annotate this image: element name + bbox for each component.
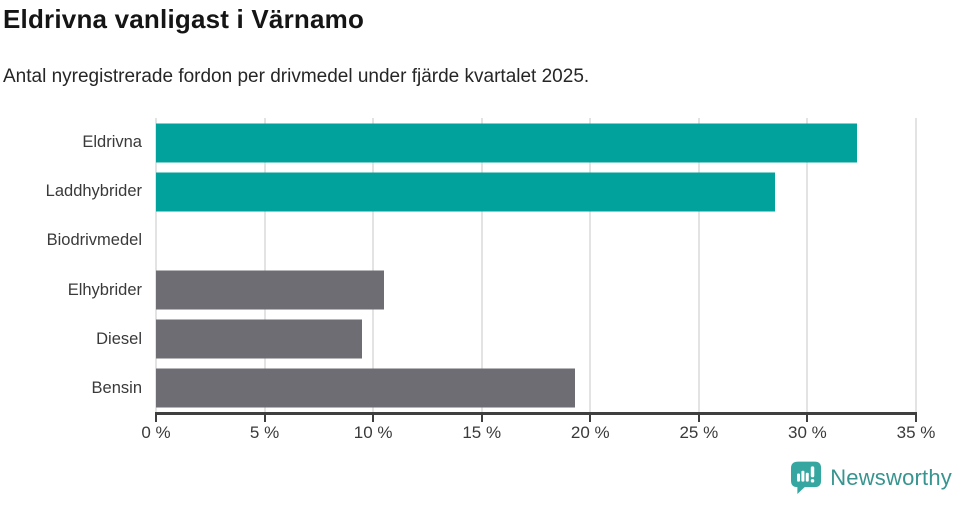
chart-subtitle: Antal nyregistrerade fordon per drivmede… <box>3 66 590 87</box>
x-axis-tick-label: 10 % <box>353 423 393 442</box>
bar-chart-plot-area: Eldrivna Laddhybrider Biodrivmedel Elhybrid… <box>46 118 917 413</box>
x-axis-tick-label: 25 % <box>679 423 719 442</box>
category-label: Laddhybrider <box>45 182 142 201</box>
gridline-10 <box>372 118 375 413</box>
bar-row: Elhybrider <box>68 265 916 314</box>
gridline-5 <box>263 118 266 413</box>
category-label: Biodrivmedel <box>46 231 142 250</box>
gridline-35 <box>915 118 917 413</box>
category-label: Bensin <box>91 378 142 397</box>
x-axis-tick <box>806 415 809 422</box>
x-axis-tick <box>372 415 375 422</box>
gridline-25 <box>697 118 700 413</box>
x-axis-tick <box>263 415 266 422</box>
bar-row: Bensin <box>92 364 916 413</box>
x-axis-tick-label: 15 % <box>462 423 502 442</box>
chart-title: Eldrivna vanligast i Värnamo <box>3 4 365 34</box>
newsworthy-chart-bubble-icon <box>791 461 822 495</box>
bar-row: Laddhybrider <box>46 167 916 216</box>
x-axis-tick-label: 5 % <box>249 423 280 442</box>
gridline-0 <box>155 118 157 413</box>
category-label: Elhybrider <box>67 280 142 299</box>
x-axis-tick <box>697 415 700 422</box>
x-axis-tick-label: 20 % <box>570 423 610 442</box>
x-axis-tick <box>915 415 917 422</box>
bar-eldrivna <box>156 123 858 163</box>
gridline-30 <box>806 118 809 413</box>
category-label: Diesel <box>96 329 142 348</box>
bar-bensin <box>156 368 576 408</box>
x-axis-tick-label: 0 % <box>141 423 171 442</box>
gridline-20 <box>589 118 592 413</box>
brand-name: Newsworthy <box>830 465 952 490</box>
bar-row: Eldrivna <box>82 118 916 167</box>
x-axis-tick-label: 35 % <box>896 423 936 442</box>
bar-laddhybrider <box>156 172 775 212</box>
category-label: Eldrivna <box>82 133 142 152</box>
x-axis-tick <box>480 415 483 422</box>
x-axis-tick <box>589 415 592 422</box>
bar-row: Diesel <box>96 315 916 364</box>
bar-row: Biodrivmedel <box>47 216 916 265</box>
gridline-15 <box>480 118 483 413</box>
x-axis-line <box>155 412 917 415</box>
bar-diesel <box>156 319 363 359</box>
x-axis-tick-label: 30 % <box>788 423 827 442</box>
x-axis-tick <box>155 415 157 422</box>
newsworthy-logo[interactable]: Newsworthy <box>791 461 952 495</box>
bar-elhybrider <box>156 270 384 310</box>
